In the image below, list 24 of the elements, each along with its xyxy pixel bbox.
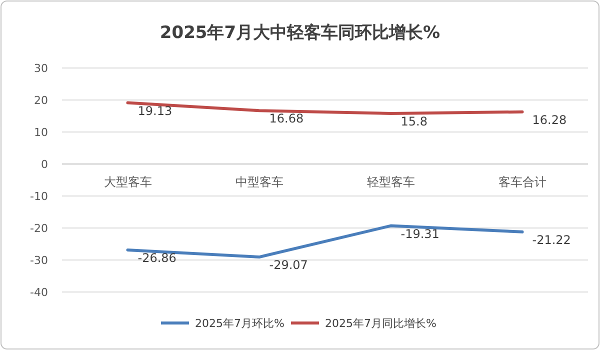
data-label: -21.22 [532, 232, 571, 247]
data-label: 19.13 [138, 104, 172, 118]
x-tick-label: 大型客车 [104, 175, 152, 189]
y-tick-label: -20 [30, 222, 48, 235]
legend-label: 2025年7月同比增长% [325, 317, 436, 330]
y-tick-label: 30 [34, 62, 48, 75]
data-label: -19.31 [400, 226, 440, 241]
y-tick-label: 10 [34, 126, 48, 139]
y-tick-label: 0 [41, 158, 48, 171]
x-tick-label: 中型客车 [235, 175, 284, 189]
y-tick-label: -10 [30, 190, 48, 203]
x-tick-label: 客车合计 [498, 175, 546, 189]
data-label: -29.07 [269, 258, 308, 272]
y-tick-label: 20 [34, 94, 48, 107]
y-tick-label: -30 [30, 254, 48, 267]
legend-label: 2025年7月环比% [195, 317, 284, 330]
line-series [126, 101, 524, 115]
y-tick-label: -40 [30, 286, 48, 299]
data-label: 16.28 [532, 112, 567, 127]
chart-title: 2025年7月大中轻客车同环比增长% [160, 23, 440, 43]
x-tick-label: 轻型客车 [366, 175, 415, 189]
data-label: 16.68 [269, 112, 304, 126]
data-label: 15.8 [400, 114, 428, 128]
data-label: -26.86 [138, 250, 176, 265]
